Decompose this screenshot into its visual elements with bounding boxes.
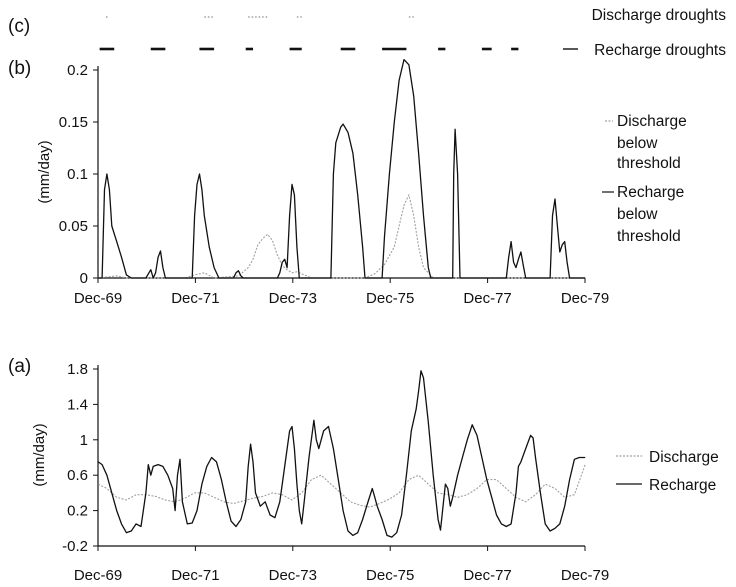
legend-discharge-droughts: Discharge droughts (592, 7, 727, 24)
panel-a-series-recharge (97, 370, 586, 538)
panel-a-x-tick-label: Dec-69 (74, 567, 122, 584)
legend-recharge-below-line3: threshold (617, 228, 681, 245)
panel-a-x-tick-label: Dec-79 (561, 567, 609, 584)
panel-a-y-tick-label: -0.2 (62, 538, 88, 555)
legend-recharge-label: Recharge (649, 477, 716, 494)
panel-b-x-tick-label: Dec-75 (366, 290, 414, 307)
panel-b-series-recharge-below-threshold (98, 58, 586, 279)
panel-b-y-tick-label: 0.15 (59, 114, 88, 131)
panel-a-y-tick-label: 1.4 (67, 396, 88, 413)
panel-c-label: (c) (8, 16, 30, 37)
panel-a-y-tick-label: 1.8 (67, 361, 88, 378)
panel-a-label: (a) (8, 356, 31, 377)
panel-b-y-tick-label: 0.1 (67, 166, 88, 183)
legend-discharge-label: Discharge (649, 449, 719, 466)
panel-a-x-tick-label: Dec-71 (171, 567, 219, 584)
panel-b-series-discharge-below-threshold (98, 194, 586, 279)
legend-discharge-below-line1: Discharge (617, 113, 687, 130)
panel-b-axes: 0.2 0.15 0.1 0.05 0 Dec-69 Dec-71 Dec-73 Dec-75 D… (59, 62, 609, 307)
panel-c: (c) Discharge droughts Recharge droughts (8, 7, 726, 59)
panel-a: (a) (mm/day) 1.8 1.4 1 0.6 0.2 -0.2 Dec-69 Dec-… (8, 356, 719, 584)
panel-b-x-tick-label: Dec-77 (463, 290, 511, 307)
panel-b-y-tick-label: 0 (80, 270, 88, 287)
panel-a-x-tick-label: Dec-77 (463, 567, 511, 584)
panel-b-label: (b) (8, 58, 31, 79)
panel-a-y-tick-label: 0.2 (67, 503, 88, 520)
panel-b-x-tick-label: Dec-73 (269, 290, 317, 307)
panel-b-x-tick-label: Dec-79 (561, 290, 609, 307)
panel-b-y-tick-label: 0.05 (59, 218, 88, 235)
panel-a-x-tick-label: Dec-75 (366, 567, 414, 584)
panel-a-axes: 1.8 1.4 1 0.6 0.2 -0.2 Dec-69 Dec-71 Dec-73 Dec-7… (62, 361, 609, 584)
panel-b: (b) (mm/day) 0.2 0.15 0.1 0.05 0 Dec-69 Dec-71… (8, 58, 687, 307)
panel-a-legend: Discharge Recharge (616, 449, 719, 494)
panel-b-x-tick-label: Dec-71 (171, 290, 219, 307)
panel-a-series (97, 370, 586, 538)
legend-recharge-below-line2: below (617, 206, 658, 223)
legend-recharge-below-line1: Recharge (617, 184, 684, 201)
legend-discharge-below-line2: below (617, 135, 658, 152)
panel-b-y-tick-label: 0.2 (67, 62, 88, 79)
panel-b-ylabel: (mm/day) (36, 140, 53, 203)
panel-a-ylabel: (mm/day) (31, 423, 48, 486)
panel-a-y-tick-label: 1 (80, 432, 88, 449)
legend-discharge-below-line3: threshold (617, 155, 681, 172)
panel-a-y-tick-label: 0.6 (67, 467, 88, 484)
legend-recharge-droughts: Recharge droughts (594, 42, 726, 59)
panel-b-legend: Discharge below threshold Recharge below… (602, 113, 687, 245)
panel-b-series (98, 58, 586, 279)
panel-a-x-tick-label: Dec-73 (269, 567, 317, 584)
panel-b-x-tick-label: Dec-69 (74, 290, 122, 307)
